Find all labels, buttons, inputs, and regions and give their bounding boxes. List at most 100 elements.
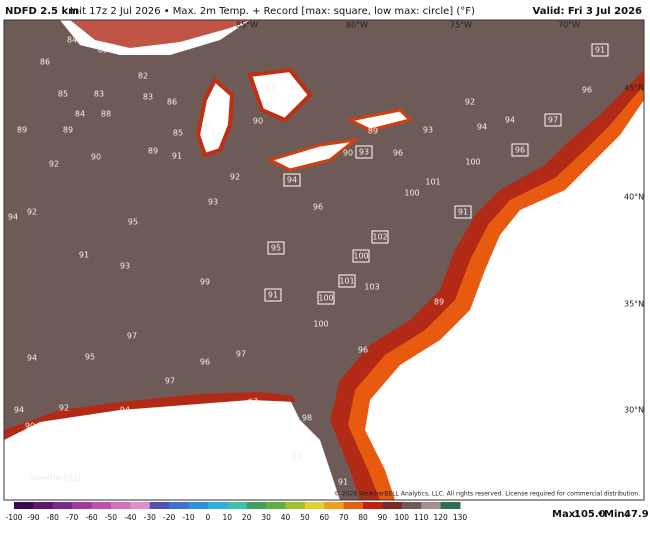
colorbar-tick-label: 90 [378, 513, 388, 522]
record-square [355, 145, 373, 159]
colorbar-tick-label: -30 [144, 513, 156, 522]
station-temp: 86 [40, 58, 50, 67]
station-temp: 94 [287, 176, 297, 185]
station-temp: 91 [268, 291, 278, 300]
longitude-label: 80°W [346, 21, 368, 30]
station-temp: 85 [173, 129, 183, 138]
station-temp: 96 [515, 146, 525, 155]
station-temp: 95 [85, 353, 95, 362]
colorbar-segment [285, 502, 306, 509]
colorbar-tick-label: -60 [85, 513, 97, 522]
latitude-label: 35°N [624, 300, 644, 309]
station-temp: 84 [75, 110, 85, 119]
station-temp: 87 [266, 85, 276, 94]
record-square [338, 274, 356, 288]
colorbar-segment [421, 502, 442, 509]
colorbar-segment [363, 502, 383, 509]
station-temp: 101 [339, 277, 354, 286]
station-temp: 93 [423, 126, 433, 135]
station-temp: 95 [128, 218, 138, 227]
station-temp: 90 [91, 153, 101, 162]
colorbar-tick-label: 120 [433, 513, 448, 522]
station-temp: 97 [127, 332, 137, 341]
station-temp: 89 [368, 127, 378, 136]
record-square [317, 291, 335, 305]
station-temp: 91 [458, 208, 468, 217]
separator: • [597, 509, 603, 520]
station-temp: 95 [271, 244, 281, 253]
record-square [264, 288, 282, 302]
station-temp: 98 [302, 414, 312, 423]
station-temp: 96 [393, 149, 403, 158]
station-temp: 89 [63, 126, 73, 135]
colorbar-tick-label: 110 [414, 513, 429, 522]
station-temp: 85 [98, 46, 108, 55]
station-temp: 103 [364, 283, 379, 292]
colorbar-segment [227, 502, 248, 509]
station-temp: 94 [477, 123, 487, 132]
station-temp: 102 [372, 233, 387, 242]
colorbar-tick-label: 70 [339, 513, 349, 522]
colorbar-tick-label: -10 [182, 513, 194, 522]
copyright: © 2026 WeatherBELL Analytics, LLC. All r… [334, 491, 640, 498]
record-square [511, 143, 529, 157]
colorbar-tick-label: -80 [47, 513, 59, 522]
colorbar-segment [188, 502, 209, 509]
station-temp: 82 [138, 72, 148, 81]
station-temp: 91 [338, 478, 348, 487]
valid-time: Valid: Fri 3 Jul 2026 [533, 6, 643, 17]
colorbar-segment [72, 502, 93, 509]
colorbar-tick-label: 40 [281, 513, 291, 522]
station-temp: 97 [248, 398, 258, 407]
colorbar-tick-label: -70 [66, 513, 78, 522]
station-temp: 91 [172, 152, 182, 161]
max-value: 105.0 [574, 509, 606, 520]
product-name: NDFD 2.5 km [5, 6, 79, 17]
station-temp: 90 [25, 422, 35, 431]
station-temp: 97 [548, 116, 558, 125]
longitude-label: 70°W [558, 21, 580, 30]
station-temp: 94 [505, 116, 515, 125]
record-square [267, 241, 285, 255]
colorbar-tick-label: 100 [395, 513, 410, 522]
station-temp: 97 [165, 377, 175, 386]
station-temp: 93 [208, 198, 218, 207]
station-temp: 92 [49, 160, 59, 169]
record-square [352, 249, 370, 263]
colorbar-segment [91, 502, 112, 509]
longitude-label: 75°W [450, 21, 472, 30]
map-area [3, 19, 645, 501]
station-temp: 91 [292, 453, 302, 462]
station-temp: 94 [8, 213, 18, 222]
colorbar-tick-label: -90 [27, 513, 39, 522]
station-temp: 92 [59, 404, 69, 413]
station-temp: 88 [101, 110, 111, 119]
colorbar-tick-label: 130 [453, 513, 468, 522]
station-temp: 101 [425, 178, 440, 187]
station-temp: 96 [358, 346, 368, 355]
record-square [283, 173, 301, 187]
station-temp: 91 [595, 46, 605, 55]
colorbar-tick-label: -40 [124, 513, 136, 522]
colorbar-segment [304, 502, 325, 509]
colorbar-segment [401, 502, 422, 509]
station-temp: 100 [313, 320, 328, 329]
station-temp: 89 [434, 298, 444, 307]
latitude-label: 45°N [624, 84, 644, 93]
station-temp: 94 [14, 406, 24, 415]
colorbar-tick-label: -20 [163, 513, 175, 522]
product-description: Init 17z 2 Jul 2026 • Max. 2m Temp. + Re… [70, 6, 475, 17]
colorbar-segment [324, 502, 345, 509]
station-temp: 96 [582, 86, 592, 95]
station-temp: 94 [120, 406, 130, 415]
station-temp: 94 [27, 354, 37, 363]
max-label: Max: [552, 509, 579, 520]
station-temp: 96 [200, 358, 210, 367]
colorbar-segment [440, 502, 461, 509]
colorbar-tick-label: -50 [105, 513, 117, 522]
station-temp: 83 [94, 90, 104, 99]
min-value: 47.9 [624, 509, 649, 520]
record-square [454, 205, 472, 219]
colorbar-tick-label: 30 [261, 513, 271, 522]
